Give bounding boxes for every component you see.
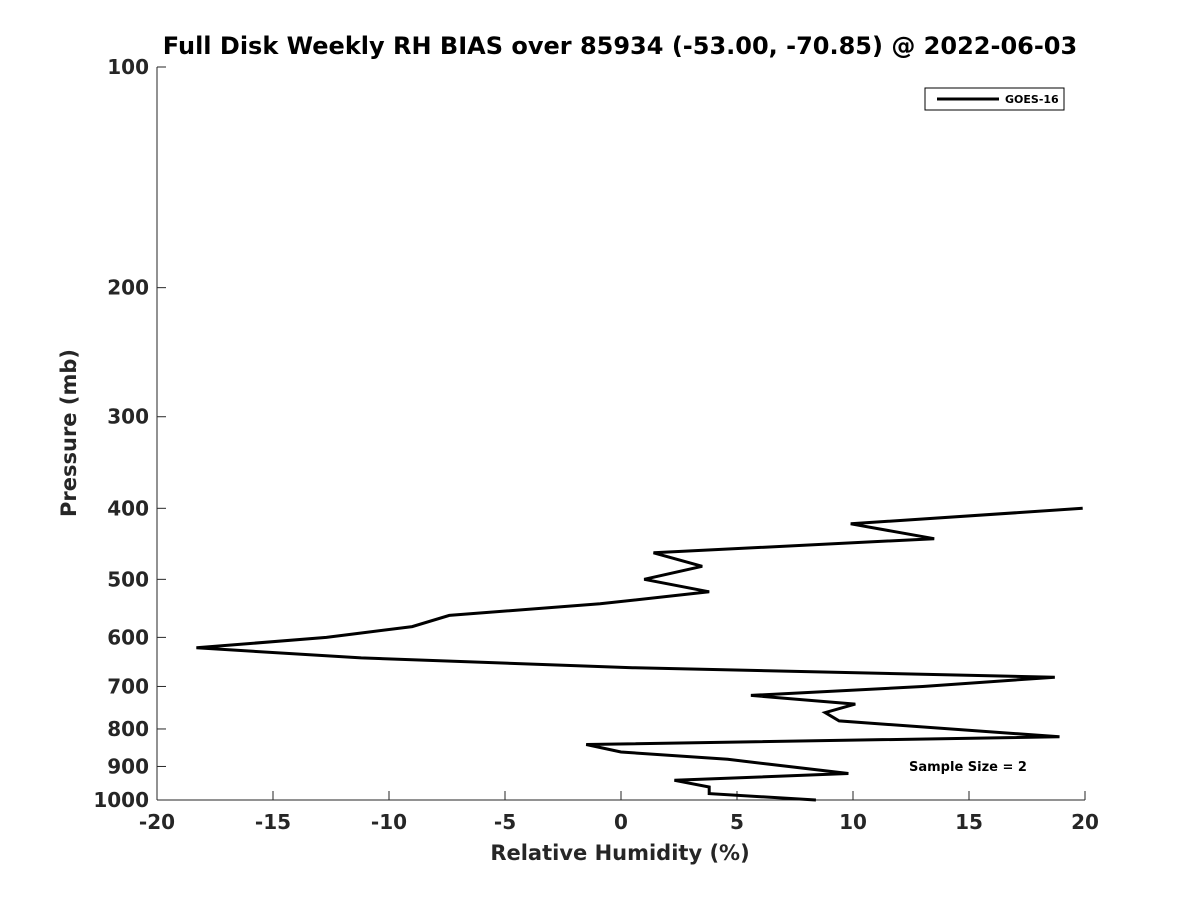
legend-label: GOES-16 (1005, 93, 1059, 106)
x-tick-label: -5 (494, 810, 516, 834)
series-layer (196, 506, 1083, 802)
x-tick-label: 15 (955, 810, 983, 834)
x-axis-label: Relative Humidity (%) (490, 841, 749, 865)
sample-size-annotation: Sample Size = 2 (909, 760, 1027, 775)
y-tick-label: 400 (107, 496, 149, 520)
chart-title: Full Disk Weekly RH BIAS over 85934 (-53… (163, 32, 1077, 60)
x-tick-label: -10 (371, 810, 407, 834)
x-tick-label: 5 (730, 810, 744, 834)
y-tick-label: 600 (107, 625, 149, 649)
y-axis-label: Pressure (mb) (57, 349, 81, 517)
x-tick-label: 20 (1071, 810, 1099, 834)
legend: GOES-16 (924, 87, 1065, 111)
x-tick-label: 0 (614, 810, 628, 834)
y-tick-label: 1000 (93, 788, 149, 812)
y-tick-label: 800 (107, 717, 149, 741)
y-tick-label: 500 (107, 567, 149, 591)
y-tick-label: 100 (107, 55, 149, 79)
x-tick-label: -20 (139, 810, 175, 834)
x-tick-label: -15 (255, 810, 291, 834)
y-tick-label: 900 (107, 754, 149, 778)
ticks-layer: -20 -15 -10 -5 0 5 10 15 20 100 200 300 400 500 600 700… (93, 55, 1099, 834)
x-tick-label: 10 (839, 810, 867, 834)
axes-layer (156, 67, 1085, 801)
y-tick-label: 700 (107, 674, 149, 698)
y-tick-label: 200 (107, 276, 149, 300)
series-line (196, 506, 1083, 802)
y-tick-label: 300 (107, 405, 149, 429)
